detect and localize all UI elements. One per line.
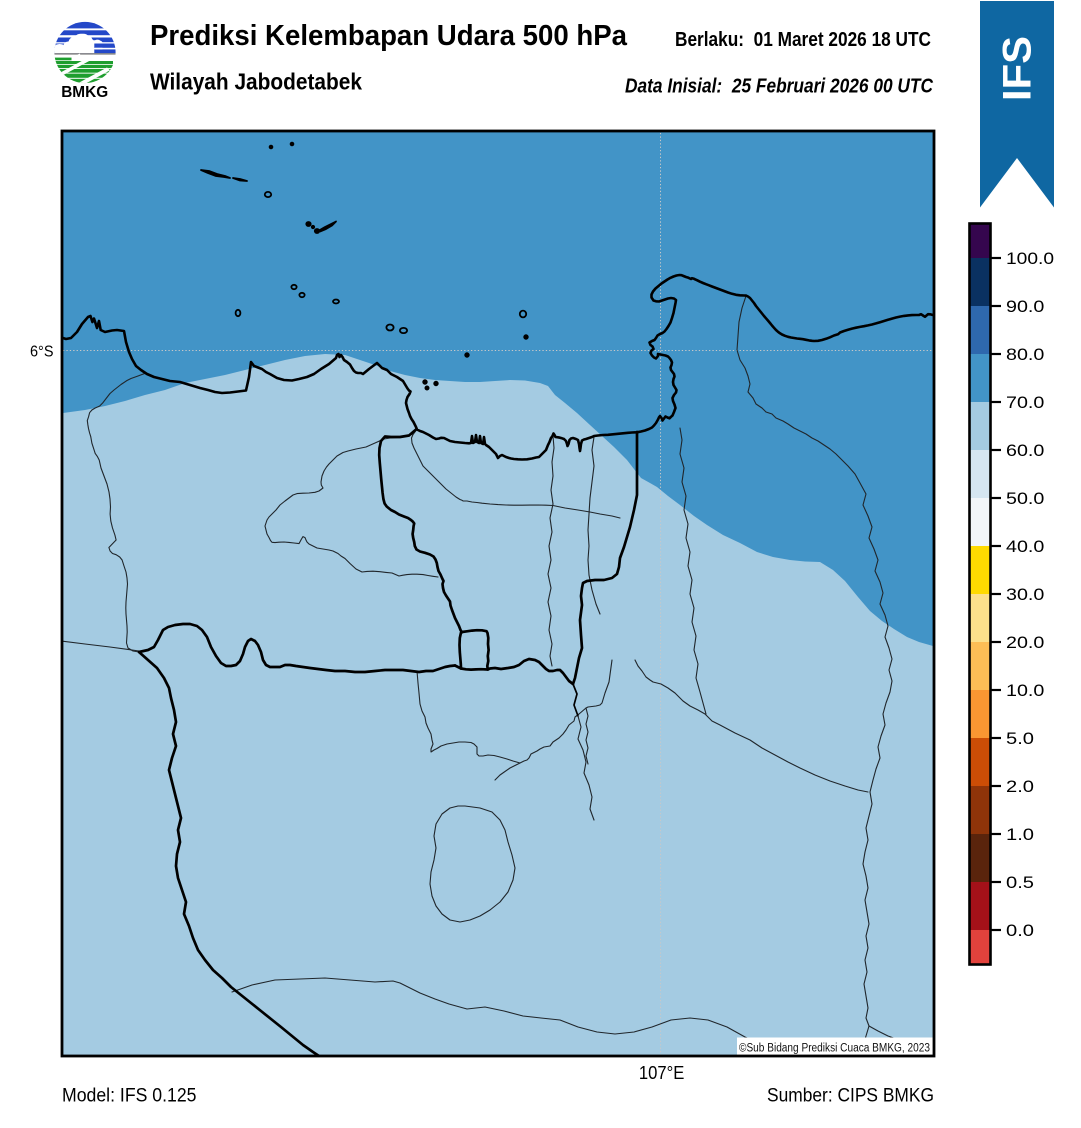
svg-text:100.0: 100.0 — [1006, 249, 1054, 268]
svg-text:2.0: 2.0 — [1006, 777, 1034, 796]
svg-text:5.0: 5.0 — [1006, 729, 1034, 748]
svg-text:Berlaku: 01 Maret 2026 18 UTC: Berlaku: 01 Maret 2026 18 UTC — [675, 29, 931, 51]
svg-text:70.0: 70.0 — [1006, 393, 1044, 412]
svg-text:1.0: 1.0 — [1006, 825, 1034, 844]
svg-text:60.0: 60.0 — [1006, 441, 1044, 460]
svg-text:6°S: 6°S — [30, 344, 54, 361]
svg-text:IFS: IFS — [996, 36, 1040, 101]
svg-text:0.0: 0.0 — [1006, 921, 1034, 940]
svg-text:Sumber: CIPS BMKG: Sumber: CIPS BMKG — [767, 1085, 934, 1106]
svg-text:20.0: 20.0 — [1006, 633, 1044, 652]
svg-text:Wilayah Jabodetabek: Wilayah Jabodetabek — [150, 68, 362, 94]
svg-text:Prediksi Kelembapan Udara 500: Prediksi Kelembapan Udara 500 hPa — [150, 20, 628, 52]
svg-text:30.0: 30.0 — [1006, 585, 1044, 604]
svg-text:90.0: 90.0 — [1006, 297, 1044, 316]
svg-text:10.0: 10.0 — [1006, 681, 1044, 700]
svg-text:BMKG: BMKG — [61, 84, 108, 101]
svg-text:40.0: 40.0 — [1006, 537, 1044, 556]
svg-text:©Sub Bidang Prediksi Cuaca BMK: ©Sub Bidang Prediksi Cuaca BMKG, 2023 — [739, 1043, 930, 1055]
svg-text:Data Inisial: 25 Februari 202: Data Inisial: 25 Februari 2026 00 UTC — [625, 75, 934, 98]
svg-text:80.0: 80.0 — [1006, 345, 1044, 364]
svg-text:107°E: 107°E — [639, 1062, 685, 1083]
svg-text:50.0: 50.0 — [1006, 489, 1044, 508]
svg-text:0.5: 0.5 — [1006, 873, 1034, 892]
svg-text:Model: IFS 0.125: Model: IFS 0.125 — [62, 1085, 197, 1106]
